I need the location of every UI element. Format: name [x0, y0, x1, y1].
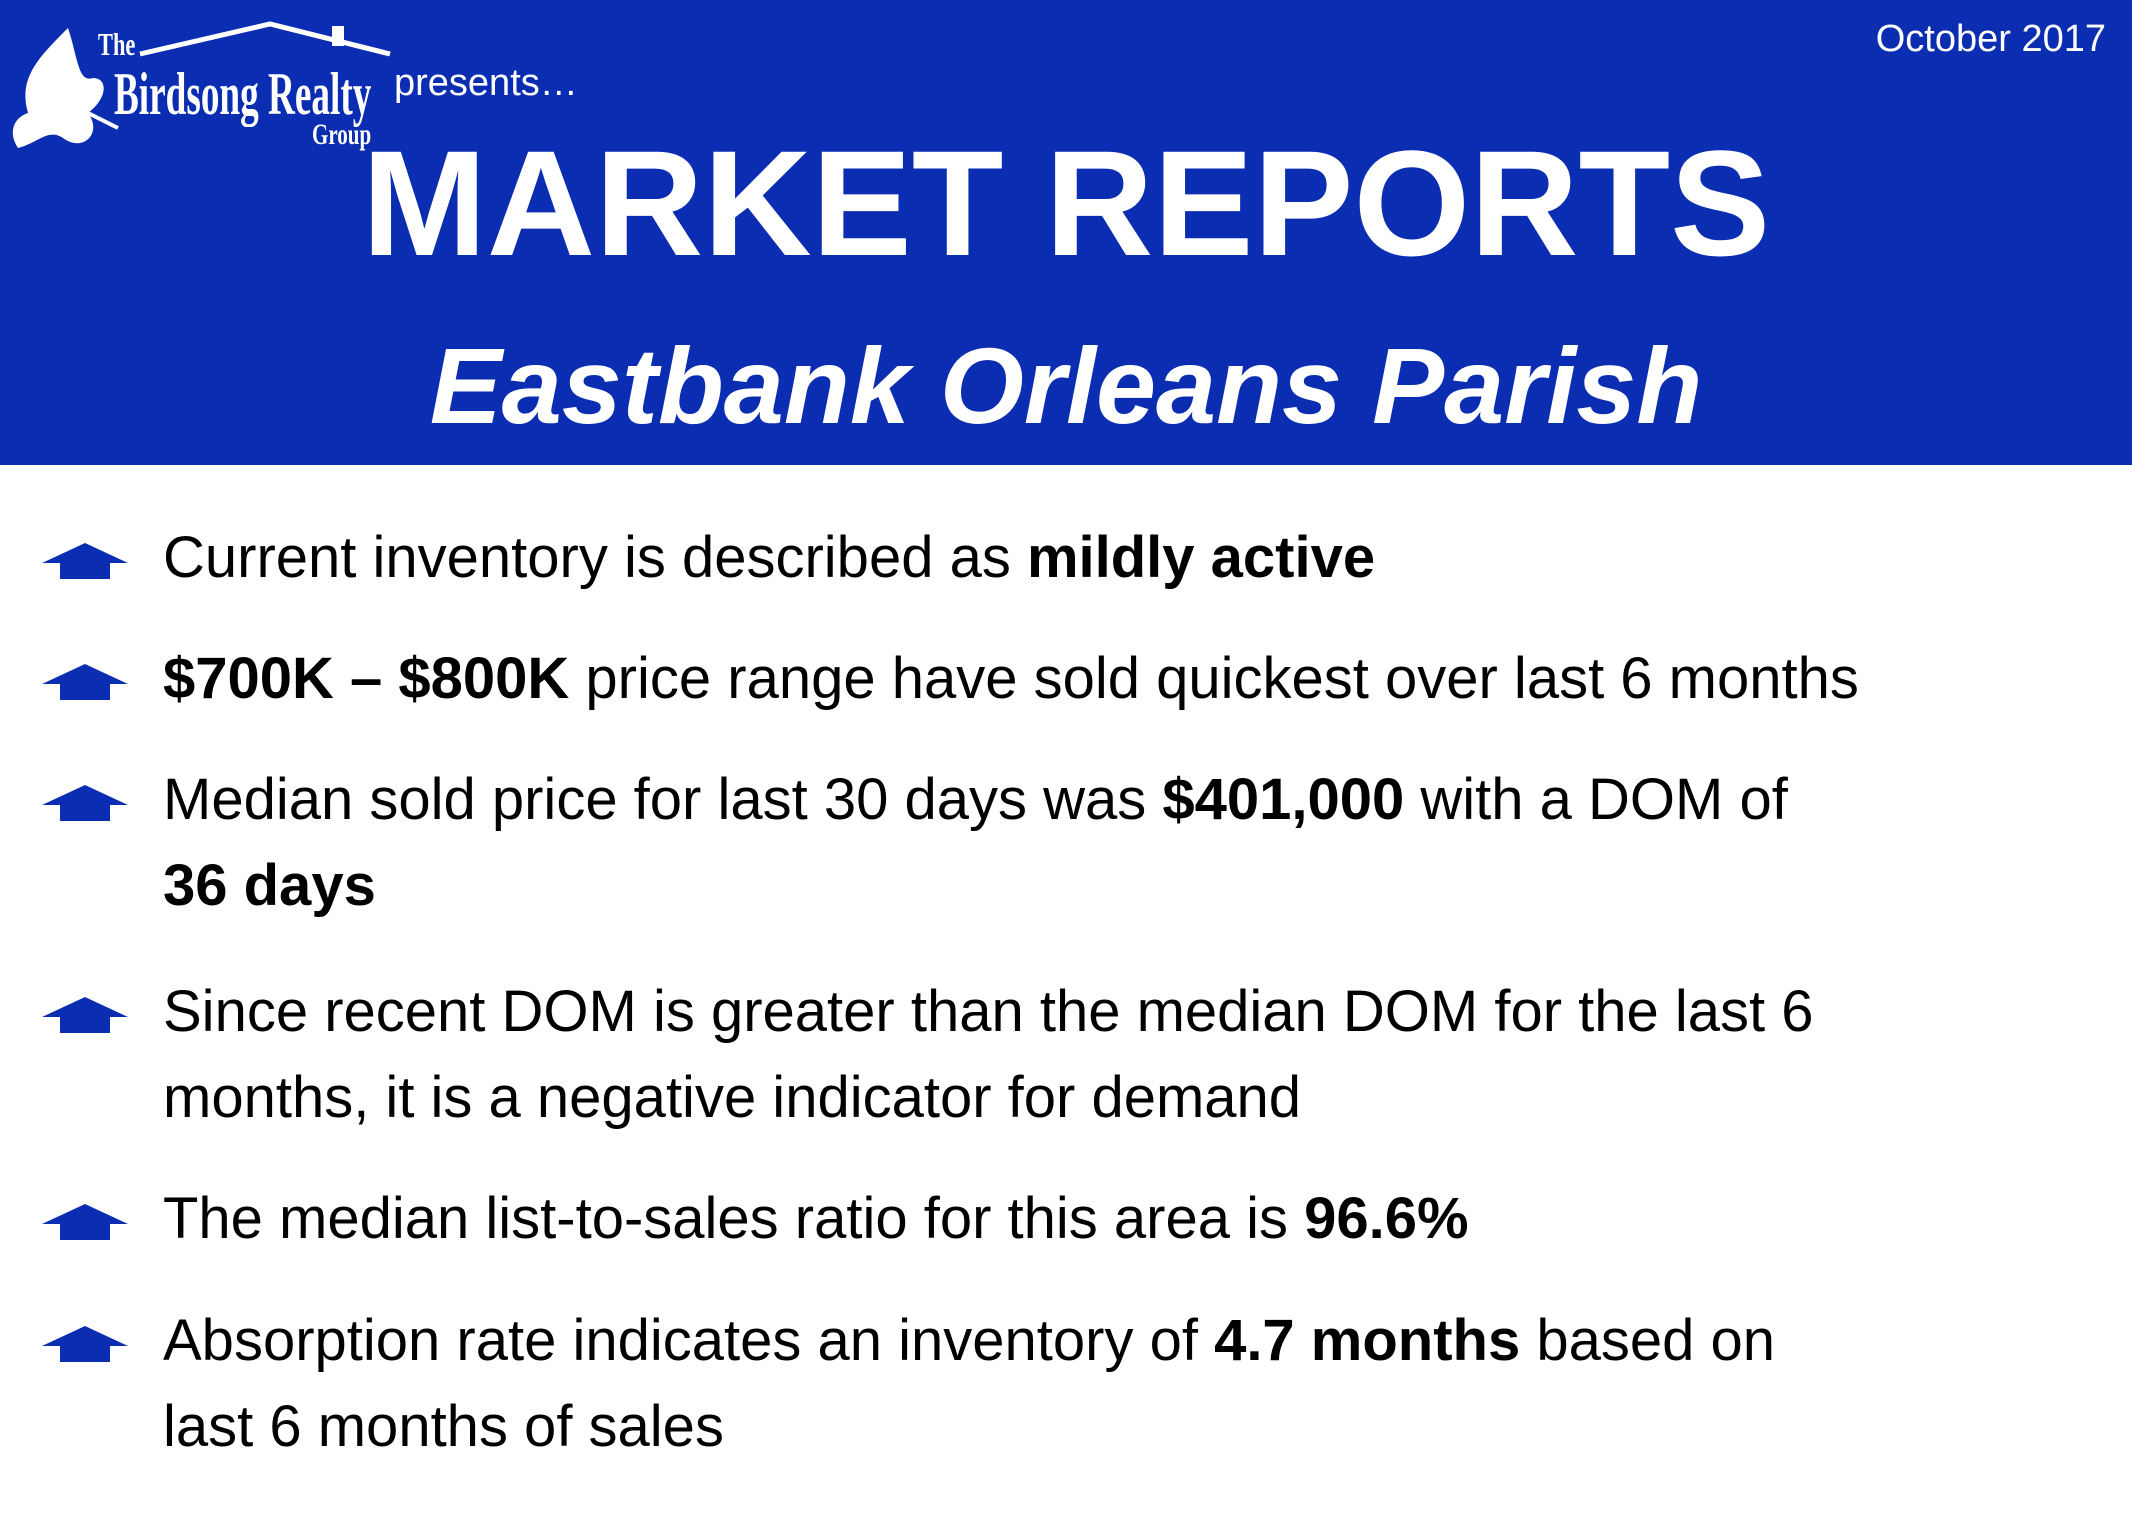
bold-text: mildly active — [1026, 525, 1376, 590]
text: Absorption rate indicates an inventory o… — [163, 1308, 1215, 1373]
logo-roof — [139, 21, 391, 57]
text: Since recent DOM is greater than the med… — [163, 979, 1814, 1044]
bullet-line: The median list-to-sales ratio for this … — [163, 1176, 1469, 1262]
bullet-line: Median sold price for last 30 days was $… — [163, 757, 1788, 843]
header: The Birdsong Realty Group presents… Octo… — [0, 0, 2132, 465]
logo-the: The — [98, 26, 136, 62]
text: Median sold price for last 30 days was — [163, 767, 1163, 832]
bullet-line: Absorption rate indicates an inventory o… — [163, 1298, 1775, 1384]
bullet-arrow — [42, 997, 128, 1033]
text: with a DOM of — [1404, 767, 1788, 832]
logo-name: Birdsong Realty — [114, 61, 372, 127]
title: MARKET REPORTS — [361, 119, 1771, 287]
logo-dove — [12, 28, 119, 148]
bold-text: 96.6% — [1304, 1186, 1469, 1251]
text: last 6 months of sales — [163, 1394, 724, 1459]
presents: presents… — [394, 62, 578, 104]
text: Current inventory is described as — [163, 525, 1027, 590]
bold-text: $700K – $800K — [163, 646, 570, 711]
text: based on — [1520, 1308, 1776, 1373]
bold-text: 36 days — [163, 853, 376, 918]
date: October 2017 — [1875, 18, 2106, 60]
text: price range have sold quickest over last… — [569, 646, 1859, 711]
bullet-line: 36 days — [163, 843, 376, 929]
bullet-line: Since recent DOM is greater than the med… — [163, 969, 1814, 1055]
bold-text: $401,000 — [1162, 767, 1405, 832]
bullet-line: months, it is a negative indicator for d… — [163, 1055, 1301, 1141]
bullet-arrow — [42, 664, 128, 700]
bullet-arrow — [42, 543, 128, 579]
bullet-line: $700K – $800K price range have sold quic… — [163, 636, 1859, 722]
bullet-line: Current inventory is described as mildly… — [163, 515, 1375, 601]
text: The median list-to-sales ratio for this … — [163, 1186, 1305, 1251]
bullet-arrow — [42, 1204, 128, 1240]
text: months, it is a negative indicator for d… — [163, 1065, 1302, 1130]
subtitle: Eastbank Orleans Parish — [429, 325, 1703, 446]
bullet-arrow — [42, 785, 128, 821]
logo-group: Group — [312, 118, 372, 151]
bullet-arrow — [42, 1326, 128, 1362]
bullet-line: last 6 months of sales — [163, 1384, 724, 1470]
bold-text: 4.7 months — [1214, 1308, 1521, 1373]
